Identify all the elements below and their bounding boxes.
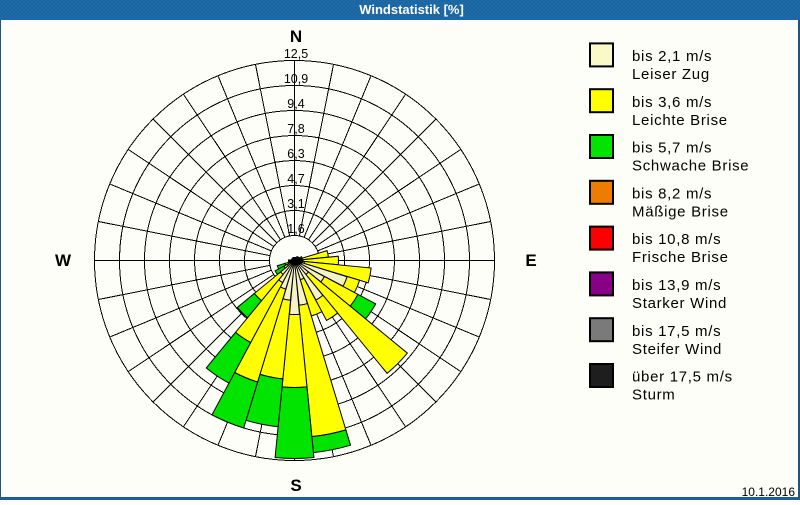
svg-text:7,8: 7,8 [287, 122, 304, 136]
svg-text:9,4: 9,4 [287, 97, 304, 111]
svg-text:Schwache Brise: Schwache Brise [632, 158, 749, 175]
svg-text:4,7: 4,7 [287, 172, 304, 186]
svg-text:S: S [290, 476, 301, 495]
svg-text:Starker Wind: Starker Wind [632, 295, 727, 312]
svg-text:W: W [55, 251, 72, 270]
svg-text:Leiser Zug: Leiser Zug [632, 66, 710, 83]
svg-text:bis 3,6 m/s: bis 3,6 m/s [632, 94, 712, 111]
svg-text:Steifer Wind: Steifer Wind [632, 341, 722, 358]
svg-text:6,3: 6,3 [287, 147, 304, 161]
svg-text:Sturm: Sturm [632, 387, 676, 404]
svg-text:Leichte Brise: Leichte Brise [632, 112, 728, 129]
svg-text:bis 8,2 m/s: bis 8,2 m/s [632, 185, 712, 202]
svg-text:10,9: 10,9 [284, 72, 308, 86]
svg-text:10.1.2016: 10.1.2016 [742, 485, 796, 499]
svg-text:bis 5,7 m/s: bis 5,7 m/s [632, 140, 712, 157]
svg-text:Mäßige Brise: Mäßige Brise [632, 203, 729, 220]
svg-text:bis 2,1 m/s: bis 2,1 m/s [632, 48, 712, 65]
svg-text:1,6: 1,6 [287, 222, 304, 236]
svg-text:3,1: 3,1 [287, 197, 304, 211]
svg-text:N: N [290, 27, 302, 46]
svg-text:Frische Brise: Frische Brise [632, 249, 729, 266]
svg-text:E: E [525, 251, 536, 270]
svg-text:bis 10,8 m/s: bis 10,8 m/s [632, 231, 721, 248]
svg-text:bis 17,5 m/s: bis 17,5 m/s [632, 323, 721, 340]
svg-text:12,5: 12,5 [284, 47, 308, 61]
svg-text:bis 13,9 m/s: bis 13,9 m/s [632, 277, 721, 294]
svg-text:über 17,5 m/s: über 17,5 m/s [632, 369, 733, 386]
